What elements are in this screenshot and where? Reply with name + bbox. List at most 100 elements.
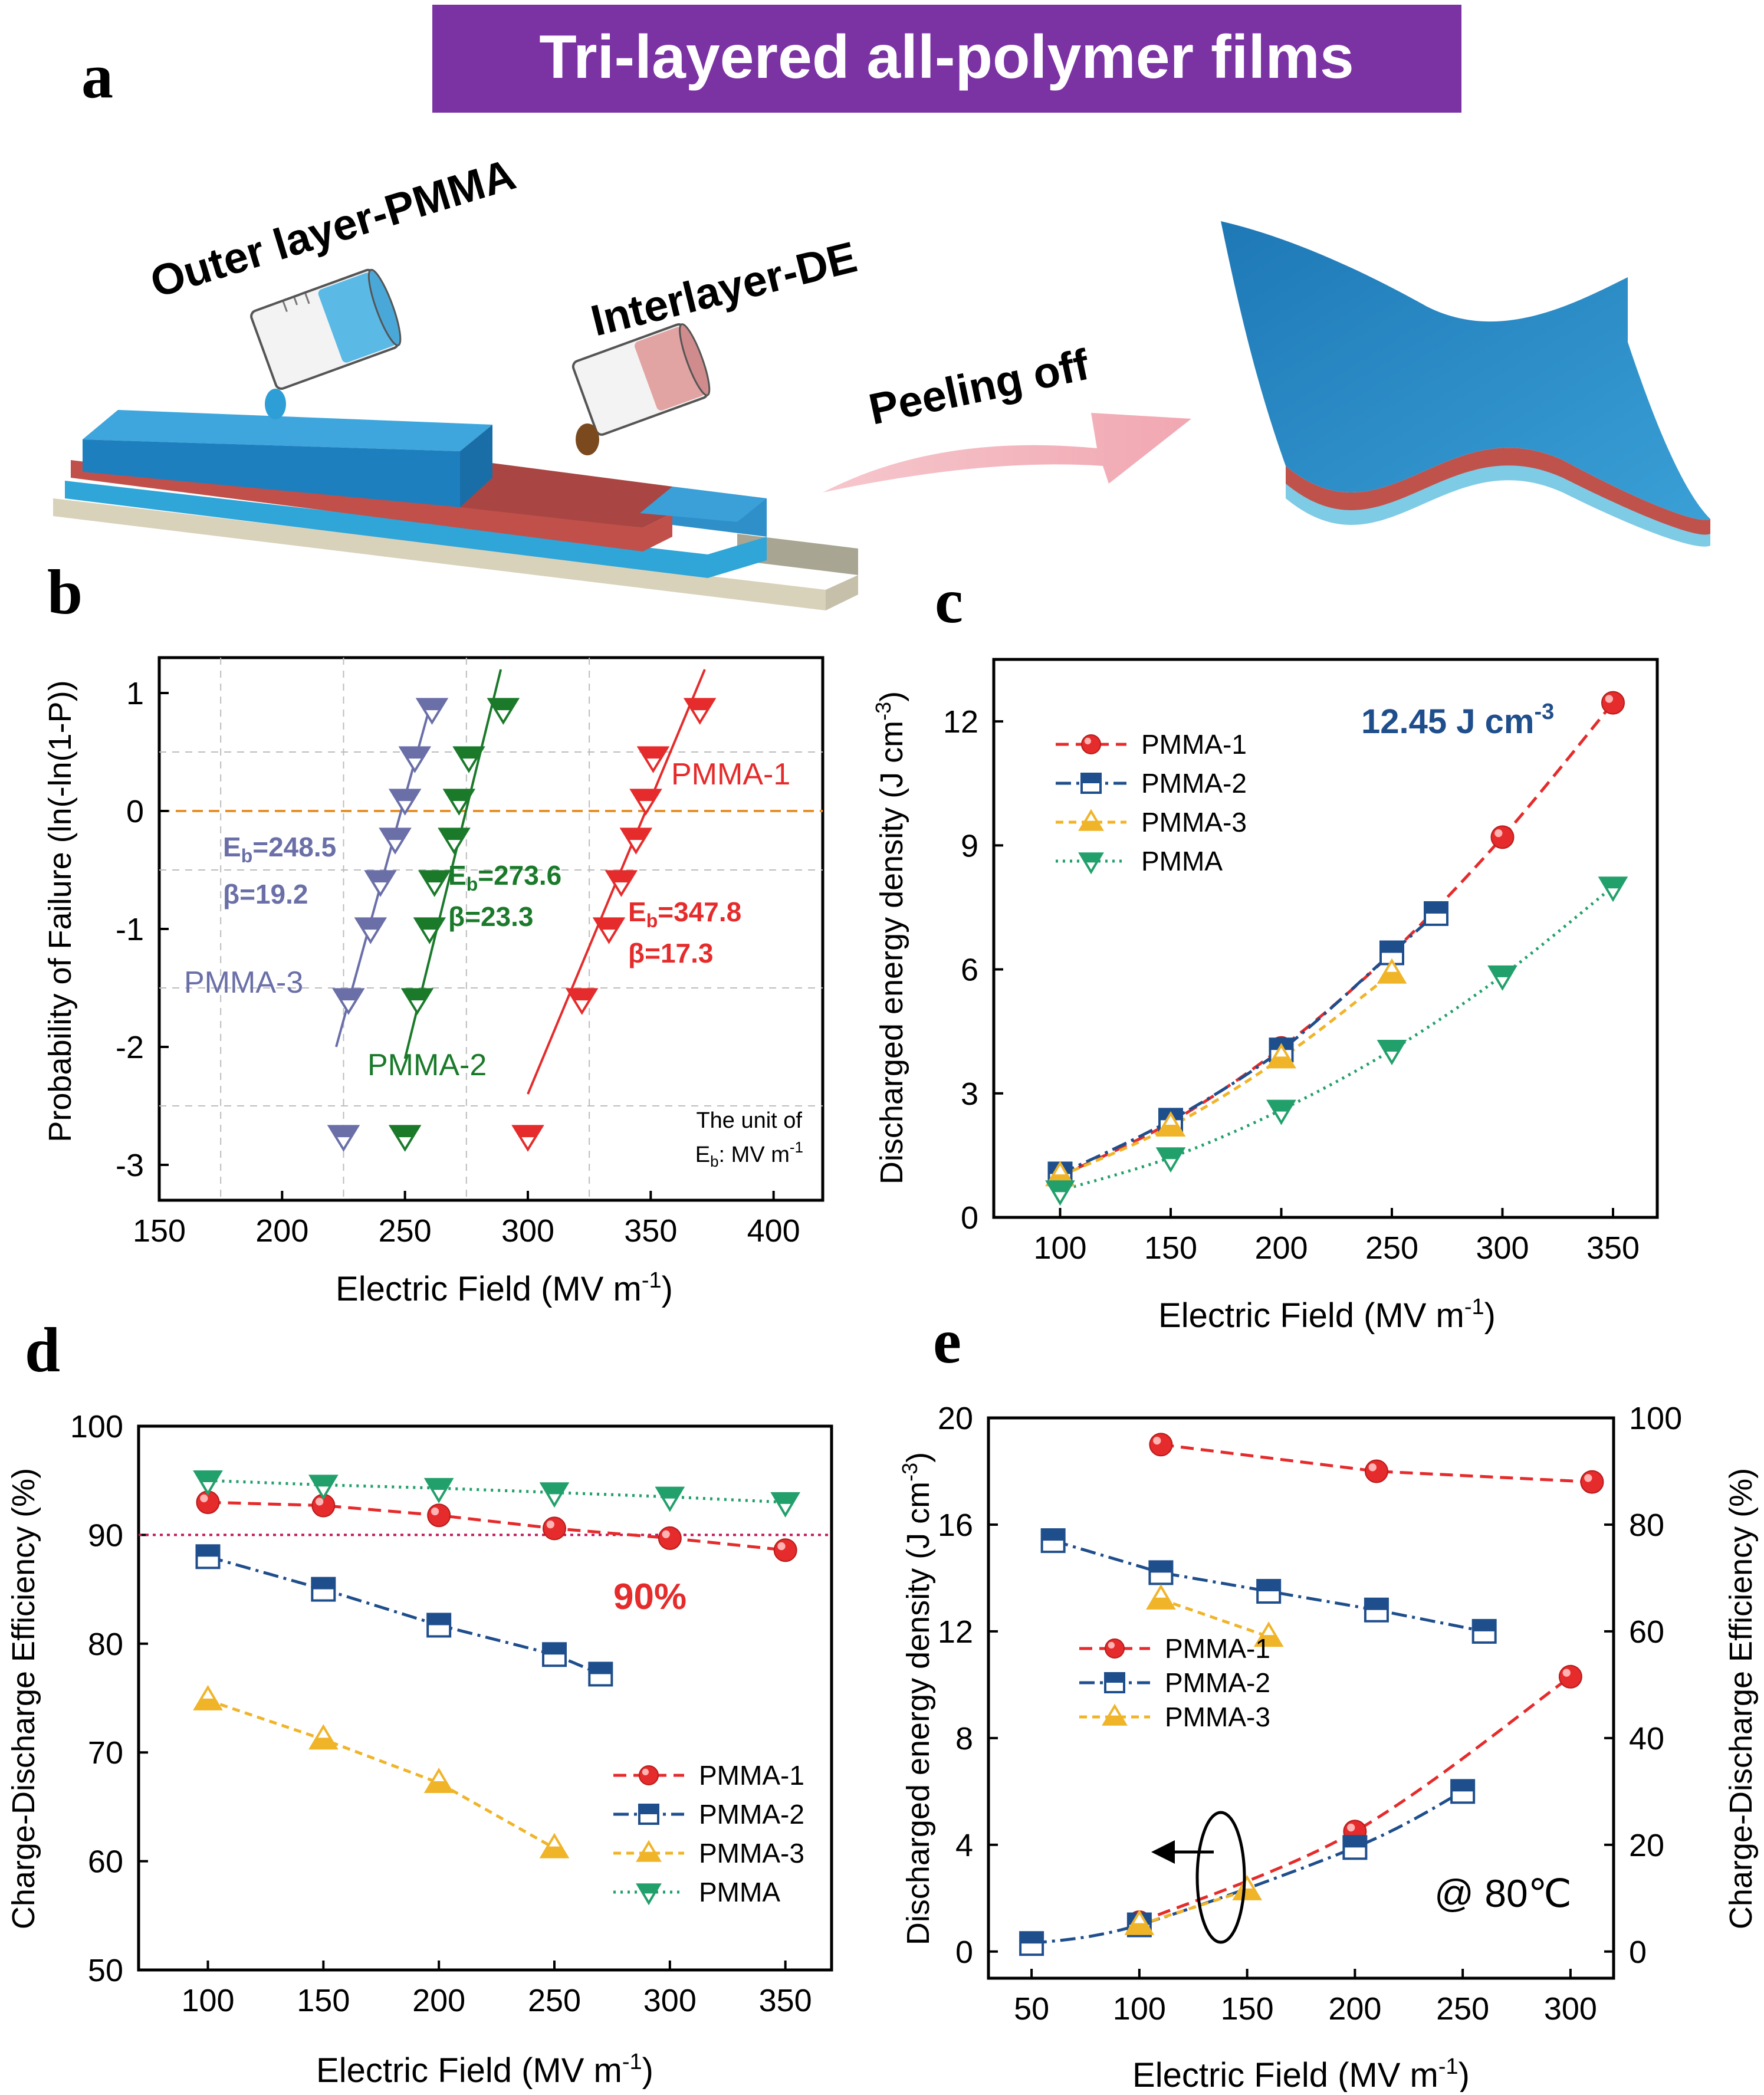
data-point-pmma-half: [1600, 878, 1626, 889]
data-point-pmma-1-highlight: [1347, 1823, 1355, 1832]
d-legend-marker: [639, 1765, 659, 1785]
panel-label-a: a: [81, 41, 113, 111]
e-legend-label: PMMA-1: [1165, 1633, 1270, 1664]
data-point-pmma-3-half: [195, 1698, 221, 1709]
panel-e: e 50 100 150 200 250 300048121620020406080100…: [898, 1306, 1759, 2094]
reference-label-d: 90%: [613, 1577, 686, 1617]
data-point-fill-pmma-1: [513, 1126, 543, 1138]
data-point-pmma-1-highlight: [431, 1507, 439, 1516]
data-point-pmma-1-highlight: [316, 1498, 324, 1506]
series-line-pmma-3: [1139, 1889, 1248, 1926]
e-legend-marker-half: [1105, 1673, 1124, 1683]
interlayer-label: Interlayer-DE: [586, 232, 862, 346]
e-ytick-right-label: 0: [1629, 1935, 1647, 1970]
data-point-pmma-3-half: [426, 1781, 452, 1792]
series-line-pmma-2: [207, 1555, 602, 1676]
data-point-pmma-half: [195, 1472, 221, 1483]
b-ytick-label: -2: [116, 1030, 144, 1065]
eb-pmma2: Eb=273.6: [448, 860, 561, 895]
b-ytick-label: 0: [126, 794, 144, 829]
beta-pmma1: β=17.3: [628, 938, 713, 968]
beta-pmma3: β=19.2: [223, 879, 308, 909]
beta-pmma2: β=23.3: [448, 901, 533, 932]
ticks-b: 150 200 250 300 350 400 1 0 -1 -2 -3: [116, 676, 800, 1249]
data-point-pmma-1-efficiency: [1580, 1470, 1604, 1494]
b-ytick-label: -1: [116, 912, 144, 947]
e-ytick-right-label: 40: [1629, 1721, 1664, 1756]
panel-b: b 150 200 250 300 350 400 1 0 -1 -2 -3 PMMA-1 Eb=3…: [42, 557, 824, 1308]
c-legend-label: PMMA: [1141, 846, 1223, 876]
temperature-annotation-e: @ 80℃: [1434, 1871, 1572, 1915]
data-point-pmma-2-half: [543, 1643, 566, 1655]
data-point-fill-pmma-1: [685, 699, 714, 711]
data-point-pmma-3-half: [1234, 1888, 1260, 1899]
peeling-arrow-icon: [823, 413, 1191, 492]
data-point-pmma-2-half: [589, 1663, 612, 1674]
data-point-pmma-half: [1268, 1101, 1295, 1112]
d-legend-marker-half: [638, 1884, 660, 1894]
beaker-de-icon: [571, 323, 711, 455]
e-ytick-label: 8: [955, 1721, 973, 1756]
series-line-pmma-2: [1031, 1790, 1464, 1945]
data-point-pmma-1: [658, 1526, 682, 1550]
c-legend-marker: [1081, 734, 1101, 754]
e-legend-label: PMMA-2: [1165, 1667, 1270, 1698]
data-point-pmma-3-half: [541, 1846, 567, 1857]
ticks-c: 100 150 200 250 300 350 0 3 6 9 12: [943, 704, 1640, 1266]
data-point-fill-pmma-3: [329, 1126, 358, 1138]
series-label-pmma2-b: PMMA-2: [367, 1048, 487, 1082]
c-legend-label: PMMA-3: [1141, 807, 1247, 838]
beaker-pmma-icon: [250, 268, 402, 419]
d-ytick-label: 90: [88, 1518, 123, 1553]
d-ytick-label: 100: [70, 1409, 123, 1444]
e-legend-marker: [1105, 1638, 1125, 1659]
x-axis-title-d: Electric Field (MV m-1): [316, 2050, 653, 2090]
data-point-fill-pmma-2: [420, 871, 449, 883]
data-point-fill-pmma-2: [454, 747, 484, 759]
ticks-d: 100 150 200 250 300 350 50 60 70 80 90 100: [70, 1409, 812, 2018]
y-axis-title-c: Discharged energy density (J cm-3): [871, 691, 909, 1184]
series-line-pmma-1: [208, 1500, 786, 1552]
d-legend-label: PMMA: [699, 1877, 780, 1907]
c-xtick-label: 350: [1586, 1230, 1640, 1266]
data-point-fill-pmma-1: [594, 918, 623, 930]
e-ytick-label: 0: [955, 1935, 973, 1970]
b-xtick-label: 300: [501, 1213, 554, 1249]
markers-c: [1045, 691, 1628, 1206]
data-point-pmma-1-efficiency-highlight: [1584, 1474, 1592, 1482]
unit-note-b-line2: Eb: MV m-1: [695, 1138, 803, 1170]
d-legend-label: PMMA-2: [699, 1799, 804, 1830]
data-point-pmma-half: [310, 1476, 337, 1487]
data-point-pmma-half: [1489, 966, 1516, 977]
series-label-pmma1-b: PMMA-1: [671, 757, 790, 792]
series-line-pmma: [1059, 885, 1614, 1192]
grid-b: [159, 658, 823, 1200]
c-xtick-label: 100: [1033, 1230, 1086, 1266]
b-ytick-label: -3: [116, 1148, 144, 1183]
data-point-pmma-1: [1558, 1664, 1582, 1689]
c-ytick-label: 0: [961, 1200, 978, 1236]
data-point-fill-pmma-2: [445, 790, 474, 802]
c-ytick-label: 6: [961, 953, 978, 988]
c-ytick-label: 9: [961, 828, 978, 863]
d-legend-marker-half: [639, 1805, 658, 1814]
c-ytick-label: 3: [961, 1076, 978, 1112]
d-ytick-label: 50: [88, 1953, 123, 1988]
data-point-pmma-2-efficiency-half: [1257, 1580, 1280, 1592]
plot-frame-c: [992, 658, 1659, 1219]
c-legend-marker-half: [1080, 820, 1102, 830]
x-axis-title-e: Electric Field (MV m-1): [1132, 2054, 1470, 2092]
data-point-pmma-1: [427, 1503, 451, 1528]
data-point-fill-pmma-1: [622, 829, 651, 840]
e-ytick-label: 20: [938, 1401, 973, 1436]
data-point-fill-pmma-3: [418, 699, 446, 711]
e-legend-marker-highlight: [1108, 1641, 1115, 1649]
data-point-pmma-half: [656, 1487, 683, 1499]
e-xtick-label: 100: [1113, 1991, 1166, 2027]
data-point-pmma-1: [543, 1516, 566, 1541]
d-xtick-label: 300: [643, 1983, 697, 2018]
series-line-pmma-3-efficiency: [1160, 1598, 1269, 1638]
data-point-pmma-3-half: [1126, 1923, 1152, 1934]
